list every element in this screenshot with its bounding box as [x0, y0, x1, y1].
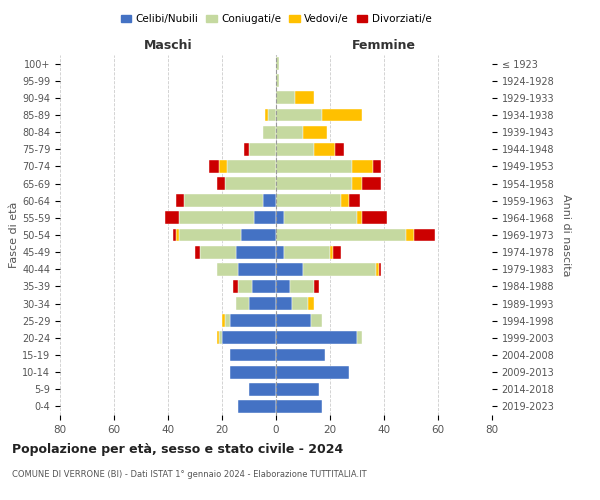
Bar [284, 246, 330, 258]
Bar [268, 108, 276, 122]
Bar [249, 143, 276, 156]
Bar [195, 246, 200, 258]
Bar [379, 263, 382, 276]
Bar [220, 332, 222, 344]
Bar [200, 246, 235, 258]
Bar [276, 332, 357, 344]
Bar [376, 263, 379, 276]
Y-axis label: Fasce di età: Fasce di età [9, 202, 19, 268]
Bar [276, 194, 341, 207]
Bar [284, 212, 357, 224]
Text: Maschi: Maschi [143, 38, 193, 52]
Bar [352, 160, 373, 173]
Bar [276, 280, 290, 293]
Bar [263, 194, 276, 207]
Bar [252, 280, 276, 293]
Bar [217, 332, 220, 344]
Bar [179, 228, 241, 241]
Bar [276, 92, 295, 104]
Bar [276, 228, 406, 241]
Bar [357, 212, 362, 224]
Bar [276, 366, 349, 378]
Bar [276, 126, 303, 138]
Bar [249, 297, 276, 310]
Bar [276, 246, 284, 258]
Bar [303, 126, 328, 138]
Bar [276, 400, 322, 413]
Bar [224, 177, 276, 190]
Bar [276, 212, 284, 224]
Bar [209, 160, 220, 173]
Bar [276, 74, 278, 87]
Bar [241, 228, 276, 241]
Bar [295, 92, 314, 104]
Bar [179, 212, 254, 224]
Bar [352, 177, 362, 190]
Bar [235, 246, 276, 258]
Bar [303, 263, 376, 276]
Bar [308, 297, 314, 310]
Bar [217, 263, 238, 276]
Y-axis label: Anni di nascita: Anni di nascita [561, 194, 571, 276]
Bar [362, 177, 382, 190]
Bar [230, 314, 276, 327]
Bar [184, 194, 263, 207]
Bar [276, 177, 352, 190]
Bar [230, 366, 276, 378]
Bar [314, 143, 335, 156]
Bar [330, 246, 332, 258]
Bar [290, 280, 314, 293]
Bar [335, 143, 343, 156]
Bar [217, 177, 224, 190]
Text: COMUNE DI VERRONE (BI) - Dati ISTAT 1° gennaio 2024 - Elaborazione TUTTITALIA.IT: COMUNE DI VERRONE (BI) - Dati ISTAT 1° g… [12, 470, 367, 479]
Bar [238, 280, 252, 293]
Bar [276, 348, 325, 362]
Bar [276, 143, 314, 156]
Bar [349, 194, 360, 207]
Bar [224, 314, 230, 327]
Bar [276, 108, 322, 122]
Bar [373, 160, 382, 173]
Bar [276, 160, 352, 173]
Legend: Celibi/Nubili, Coniugati/e, Vedovi/e, Divorziati/e: Celibi/Nubili, Coniugati/e, Vedovi/e, Di… [116, 10, 436, 29]
Bar [362, 212, 387, 224]
Bar [235, 297, 249, 310]
Bar [238, 263, 276, 276]
Bar [276, 314, 311, 327]
Bar [276, 297, 292, 310]
Bar [176, 194, 184, 207]
Bar [220, 160, 227, 173]
Bar [263, 126, 276, 138]
Bar [276, 383, 319, 396]
Bar [230, 348, 276, 362]
Bar [176, 228, 179, 241]
Bar [222, 314, 224, 327]
Bar [249, 383, 276, 396]
Bar [357, 332, 362, 344]
Bar [238, 400, 276, 413]
Bar [173, 228, 176, 241]
Bar [254, 212, 276, 224]
Bar [322, 108, 362, 122]
Text: Popolazione per età, sesso e stato civile - 2024: Popolazione per età, sesso e stato civil… [12, 442, 343, 456]
Bar [233, 280, 238, 293]
Bar [222, 332, 276, 344]
Bar [244, 143, 249, 156]
Bar [406, 228, 414, 241]
Bar [311, 314, 322, 327]
Bar [227, 160, 276, 173]
Bar [341, 194, 349, 207]
Bar [314, 280, 319, 293]
Bar [166, 212, 179, 224]
Text: Femmine: Femmine [352, 38, 416, 52]
Bar [276, 57, 278, 70]
Bar [332, 246, 341, 258]
Bar [414, 228, 436, 241]
Bar [292, 297, 308, 310]
Bar [265, 108, 268, 122]
Bar [276, 263, 303, 276]
